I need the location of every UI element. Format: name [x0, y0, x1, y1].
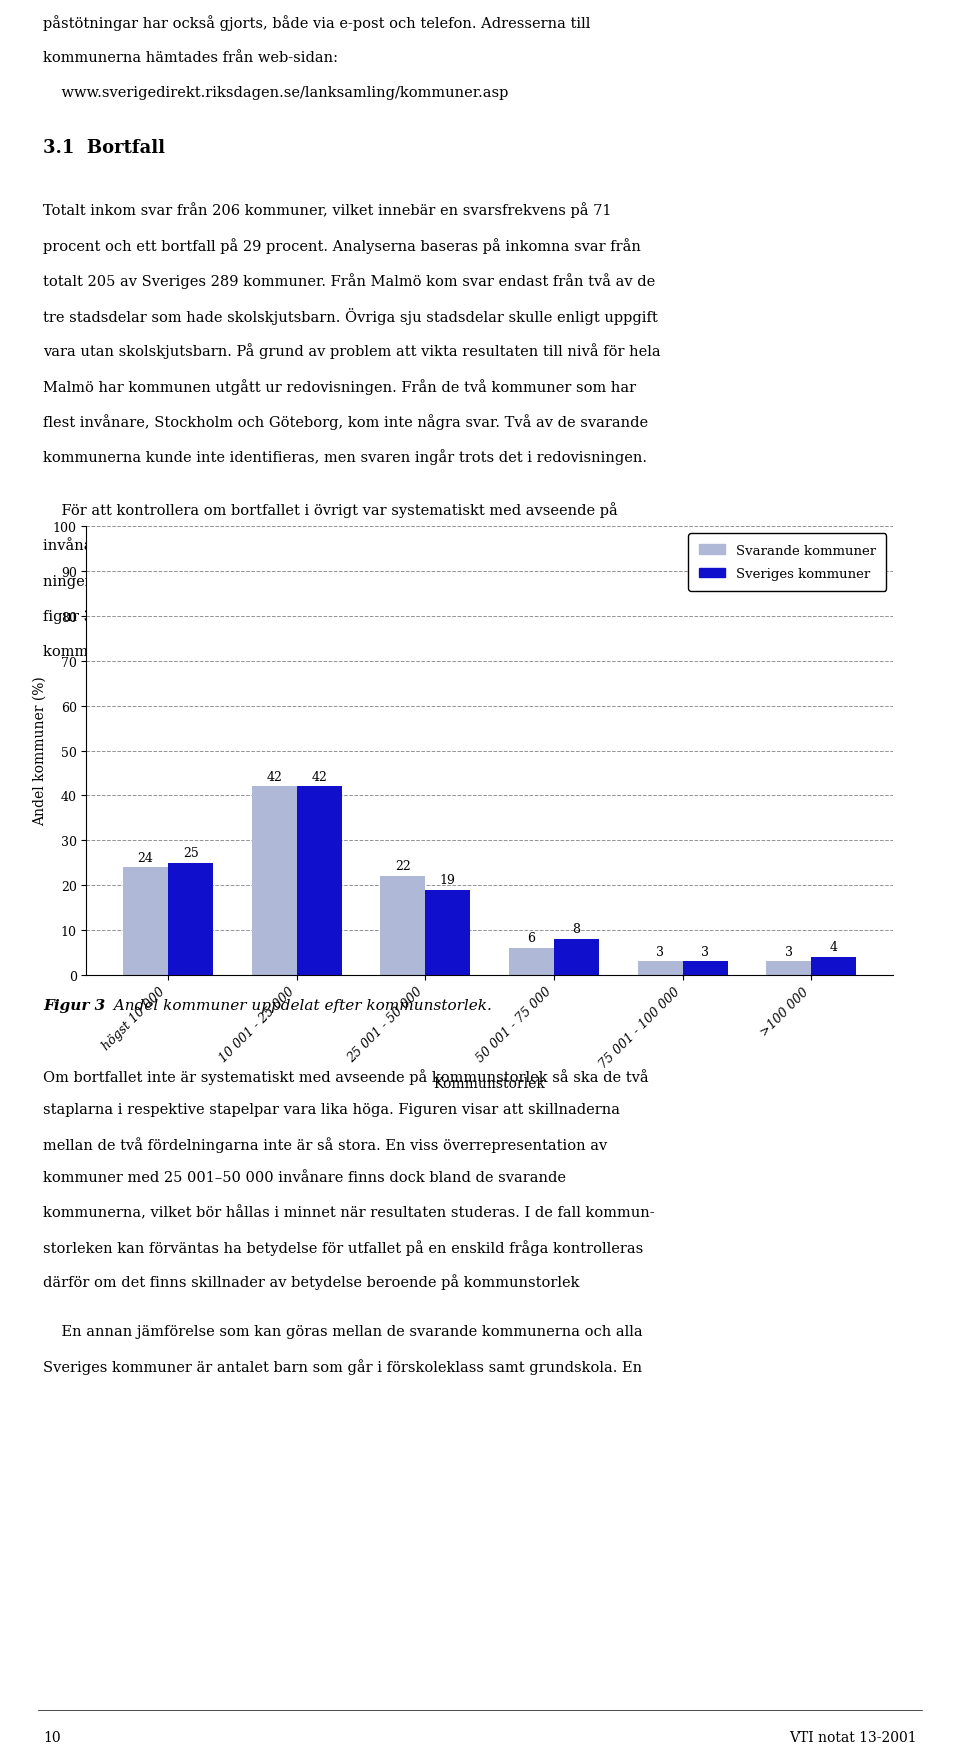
Text: 22: 22: [395, 859, 411, 873]
Text: kommunerna hämtades från web-sidan:: kommunerna hämtades från web-sidan:: [43, 51, 338, 65]
Text: kommuner ” med ljusblå staplar.: kommuner ” med ljusblå staplar.: [43, 643, 285, 659]
Bar: [297, 787, 342, 975]
Bar: [683, 961, 728, 975]
Text: ningen för de två grupperna “Sveriges kommuner” och “Svarande kommuner”. I: ningen för de två grupperna “Sveriges ko…: [43, 573, 642, 589]
Text: 42: 42: [311, 770, 327, 784]
Bar: [168, 863, 213, 975]
Text: Andel kommuner uppdelat efter kommunstorlek.: Andel kommuner uppdelat efter kommunstor…: [104, 998, 492, 1012]
Bar: [123, 868, 168, 975]
Text: Om bortfallet inte är systematiskt med avseende på kommunstorlek så ska de två: Om bortfallet inte är systematiskt med a…: [43, 1068, 649, 1084]
Bar: [509, 949, 554, 975]
Text: totalt 205 av Sveriges 289 kommuner. Från Malmö kom svar endast från två av de: totalt 205 av Sveriges 289 kommuner. Frå…: [43, 272, 656, 288]
Text: www.sverigedirekt.riksdagen.se/lanksamling/kommuner.asp: www.sverigedirekt.riksdagen.se/lanksamli…: [43, 86, 509, 100]
Text: För att kontrollera om bortfallet i övrigt var systematiskt med avseende på: För att kontrollera om bortfallet i övri…: [43, 503, 618, 518]
Text: flest invånare, Stockholm och Göteborg, kom inte några svar. Två av de svarande: flest invånare, Stockholm och Göteborg, …: [43, 415, 648, 430]
Text: Figur 3: Figur 3: [43, 998, 106, 1012]
Text: procent och ett bortfall på 29 procent. Analyserna baseras på inkomna svar från: procent och ett bortfall på 29 procent. …: [43, 237, 641, 253]
Text: vara utan skolskjutsbarn. På grund av problem att vikta resultaten till nivå för: vara utan skolskjutsbarn. På grund av pr…: [43, 343, 660, 358]
Text: 25: 25: [182, 847, 199, 859]
Text: Totalt inkom svar från 206 kommuner, vilket innebär en svarsfrekvens på 71: Totalt inkom svar från 206 kommuner, vil…: [43, 202, 612, 218]
Text: kommuner med 25 001–50 000 invånare finns dock bland de svarande: kommuner med 25 001–50 000 invånare finn…: [43, 1170, 566, 1184]
Text: därför om det finns skillnader av betydelse beroende på kommunstorlek: därför om det finns skillnader av betyde…: [43, 1274, 580, 1290]
Text: 3: 3: [784, 945, 793, 958]
Text: staplarna i respektive stapelpar vara lika höga. Figuren visar att skillnaderna: staplarna i respektive stapelpar vara li…: [43, 1103, 620, 1117]
Bar: [637, 961, 683, 975]
Text: storleken kan förväntas ha betydelse för utfallet på en enskild fråga kontroller: storleken kan förväntas ha betydelse för…: [43, 1239, 643, 1254]
Text: figur 3 representeras “Sveriges kommuner” med mörkblå staplar och “Svarande: figur 3 representeras “Sveriges kommuner…: [43, 608, 643, 624]
Text: 3: 3: [701, 945, 709, 958]
Bar: [425, 891, 470, 975]
Text: påstötningar har också gjorts, både via e-post och telefon. Adresserna till: påstötningar har också gjorts, både via …: [43, 16, 590, 32]
Legend: Svarande kommuner, Sveriges kommuner: Svarande kommuner, Sveriges kommuner: [688, 534, 886, 592]
Text: 6: 6: [527, 931, 536, 945]
Y-axis label: Andel kommuner (%): Andel kommuner (%): [34, 676, 47, 826]
Text: Malmö har kommunen utgått ur redovisningen. Från de två kommuner som har: Malmö har kommunen utgått ur redovisning…: [43, 378, 636, 394]
Text: 42: 42: [266, 770, 282, 784]
Text: invånarantal i de olika kommunerna, gjordes en jämförelse i befolkningsfördel-: invånarantal i de olika kommunerna, gjor…: [43, 538, 632, 553]
Text: 19: 19: [440, 873, 456, 887]
X-axis label: Kommunstorlek: Kommunstorlek: [434, 1075, 545, 1089]
Text: VTI notat 13-2001: VTI notat 13-2001: [789, 1731, 917, 1745]
Text: 10: 10: [43, 1731, 60, 1745]
Bar: [766, 961, 811, 975]
Bar: [380, 877, 425, 975]
Text: 24: 24: [137, 850, 154, 864]
Text: En annan jämförelse som kan göras mellan de svarande kommunerna och alla: En annan jämförelse som kan göras mellan…: [43, 1325, 643, 1339]
Text: 4: 4: [829, 940, 838, 954]
Bar: [554, 940, 599, 975]
Text: Sveriges kommuner är antalet barn som går i förskoleklass samt grundskola. En: Sveriges kommuner är antalet barn som gå…: [43, 1358, 642, 1374]
Text: tre stadsdelar som hade skolskjutsbarn. Övriga sju stadsdelar skulle enligt uppg: tre stadsdelar som hade skolskjutsbarn. …: [43, 307, 658, 325]
Text: 3.1  Bortfall: 3.1 Bortfall: [43, 139, 165, 156]
Text: 8: 8: [572, 922, 581, 936]
Text: kommunerna kunde inte identifieras, men svaren ingår trots det i redovisningen.: kommunerna kunde inte identifieras, men …: [43, 450, 647, 466]
Bar: [811, 958, 856, 975]
Bar: [252, 787, 297, 975]
Text: mellan de två fördelningarna inte är så stora. En viss överrepresentation av: mellan de två fördelningarna inte är så …: [43, 1137, 608, 1153]
Text: kommunerna, vilket bör hållas i minnet när resultaten studeras. I de fall kommun: kommunerna, vilket bör hållas i minnet n…: [43, 1205, 655, 1219]
Text: 3: 3: [656, 945, 664, 958]
